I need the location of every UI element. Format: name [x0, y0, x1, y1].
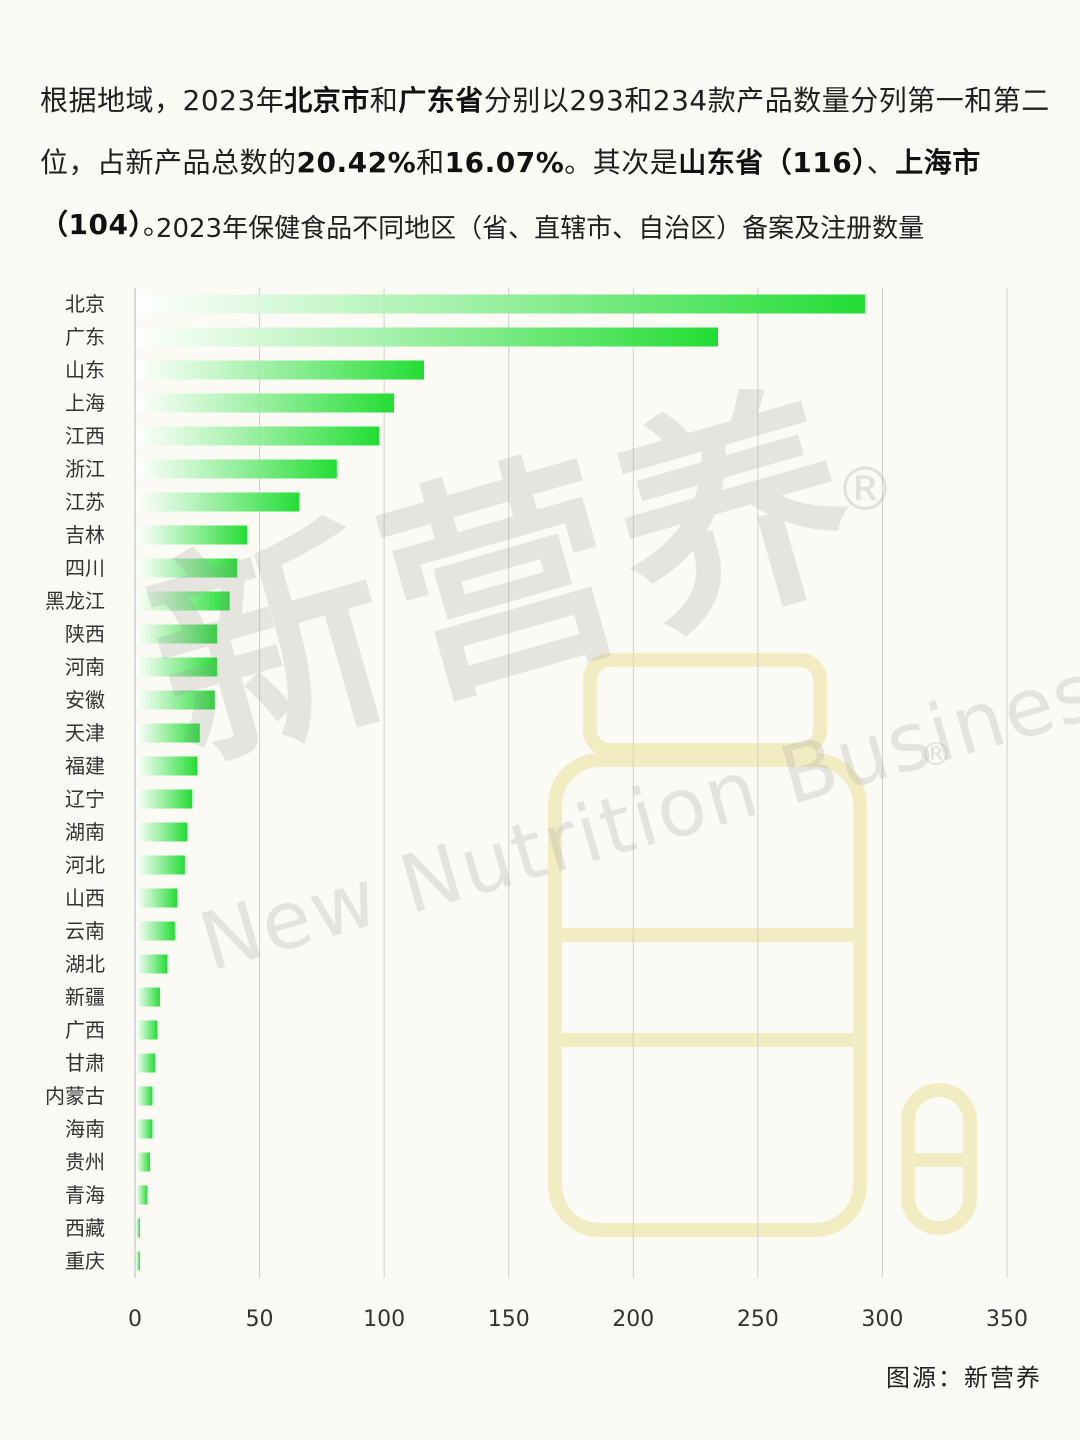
intro-bold-shanghai: 上海市（104）: [40, 146, 981, 241]
category-label: 湖北: [65, 952, 105, 976]
source-caption: 图源：新营养: [886, 1364, 1042, 1392]
category-label: 天津: [65, 721, 105, 745]
category-label: 山西: [65, 886, 105, 910]
category-label: 吉林: [65, 523, 105, 547]
bar-重庆: [136, 1251, 140, 1271]
bar-山东: [136, 360, 425, 380]
bar-贵州: [136, 1152, 150, 1172]
category-label: 浙江: [65, 457, 105, 481]
intro-bold-pct1: 20.42%: [296, 146, 417, 179]
category-labels: 北京广东山东上海江西浙江江苏吉林四川黑龙江陕西河南安徽天津福建辽宁湖南河北山西云…: [45, 292, 105, 1273]
category-label: 河南: [65, 655, 105, 679]
bar-黑龙江: [136, 591, 230, 611]
intro-paragraph: 根据地域，2023年北京市和广东省分别以293和234款产品数量分列第一和第二位…: [40, 70, 1050, 256]
bar-北京: [136, 294, 865, 314]
chart-title: 2023年保健食品不同地区（省、直辖市、自治区）备案及注册数量: [155, 214, 925, 244]
x-tick-label: 250: [737, 1307, 779, 1332]
x-tick-label: 150: [488, 1307, 530, 1332]
category-label: 湖南: [65, 820, 105, 844]
category-label: 内蒙古: [45, 1084, 105, 1108]
intro-bold-beijing: 北京市: [284, 84, 370, 117]
intro-text: 和: [369, 84, 399, 117]
intro-text: 、: [866, 146, 896, 179]
x-tick-label: 350: [986, 1307, 1028, 1332]
category-label: 广西: [65, 1018, 105, 1042]
category-label: 安徽: [65, 688, 105, 712]
bar-湖南: [136, 822, 188, 842]
intro-text: 和: [416, 146, 445, 179]
category-label: 海南: [65, 1117, 105, 1141]
x-tick-label: 300: [861, 1307, 903, 1332]
bar-浙江: [136, 459, 337, 479]
x-tick-label: 200: [612, 1307, 654, 1332]
category-label: 甘肃: [65, 1051, 105, 1075]
bar-江苏: [136, 492, 300, 512]
intro-bold-guangdong: 广东省: [398, 84, 484, 117]
category-label: 西藏: [65, 1216, 105, 1240]
x-tick-labels: 0 50 100 150 200 250 300 350: [128, 1307, 1028, 1332]
bottle-watermark: [548, 653, 977, 1237]
category-label: 河北: [65, 853, 105, 877]
grid-lines: [134, 288, 1008, 1278]
x-tick-label: 50: [246, 1307, 274, 1332]
category-label: 陕西: [65, 622, 105, 646]
intro-text: 根据地域，2023年: [40, 84, 285, 117]
intro-text: 分别以293和234款产品数量分列第一和第二位，占新产品总数的: [40, 84, 1050, 179]
category-label: 黑龙江: [45, 589, 105, 613]
category-label: 贵州: [65, 1150, 105, 1174]
bar-云南: [136, 921, 175, 941]
bar-河北: [136, 855, 185, 875]
category-label: 辽宁: [65, 787, 105, 811]
category-label: 重庆: [65, 1249, 105, 1273]
intro-text: 。其次是: [564, 146, 679, 179]
category-label: 山东: [65, 358, 105, 382]
bar-甘肃: [136, 1053, 155, 1073]
bar-广东: [136, 327, 718, 347]
bars: [136, 294, 865, 1271]
x-tick-label: 100: [363, 1307, 405, 1332]
bar-安徽: [136, 690, 215, 710]
category-label: 江苏: [65, 490, 105, 514]
bar-广西: [136, 1020, 158, 1040]
bar-四川: [136, 558, 238, 578]
category-label: 北京: [65, 292, 105, 316]
category-label: 福建: [65, 754, 105, 778]
category-label: 云南: [65, 919, 105, 943]
intro-bold-shandong: 山东省（116）: [678, 146, 867, 179]
bar-海南: [136, 1119, 153, 1139]
bar-山西: [136, 888, 178, 908]
bar-福建: [136, 756, 198, 776]
category-label: 新疆: [65, 985, 105, 1009]
bar-江西: [136, 426, 380, 446]
bar-吉林: [136, 525, 248, 545]
category-label: 四川: [65, 556, 105, 580]
category-label: 江西: [65, 424, 105, 448]
category-label: 上海: [65, 391, 105, 415]
bar-内蒙古: [136, 1086, 153, 1106]
bar-青海: [136, 1185, 148, 1205]
bar-河南: [136, 657, 218, 677]
intro-text: 。: [142, 208, 172, 241]
bar-天津: [136, 723, 200, 743]
bar-上海: [136, 393, 395, 413]
x-tick-label: 0: [128, 1307, 142, 1332]
category-label: 广东: [65, 325, 105, 349]
bar-湖北: [136, 954, 168, 974]
bar-辽宁: [136, 789, 193, 809]
category-label: 青海: [65, 1183, 105, 1207]
intro-bold-pct2: 16.07%: [444, 146, 565, 179]
bar-陕西: [136, 624, 218, 644]
bar-西藏: [136, 1218, 140, 1238]
bar-新疆: [136, 987, 160, 1007]
